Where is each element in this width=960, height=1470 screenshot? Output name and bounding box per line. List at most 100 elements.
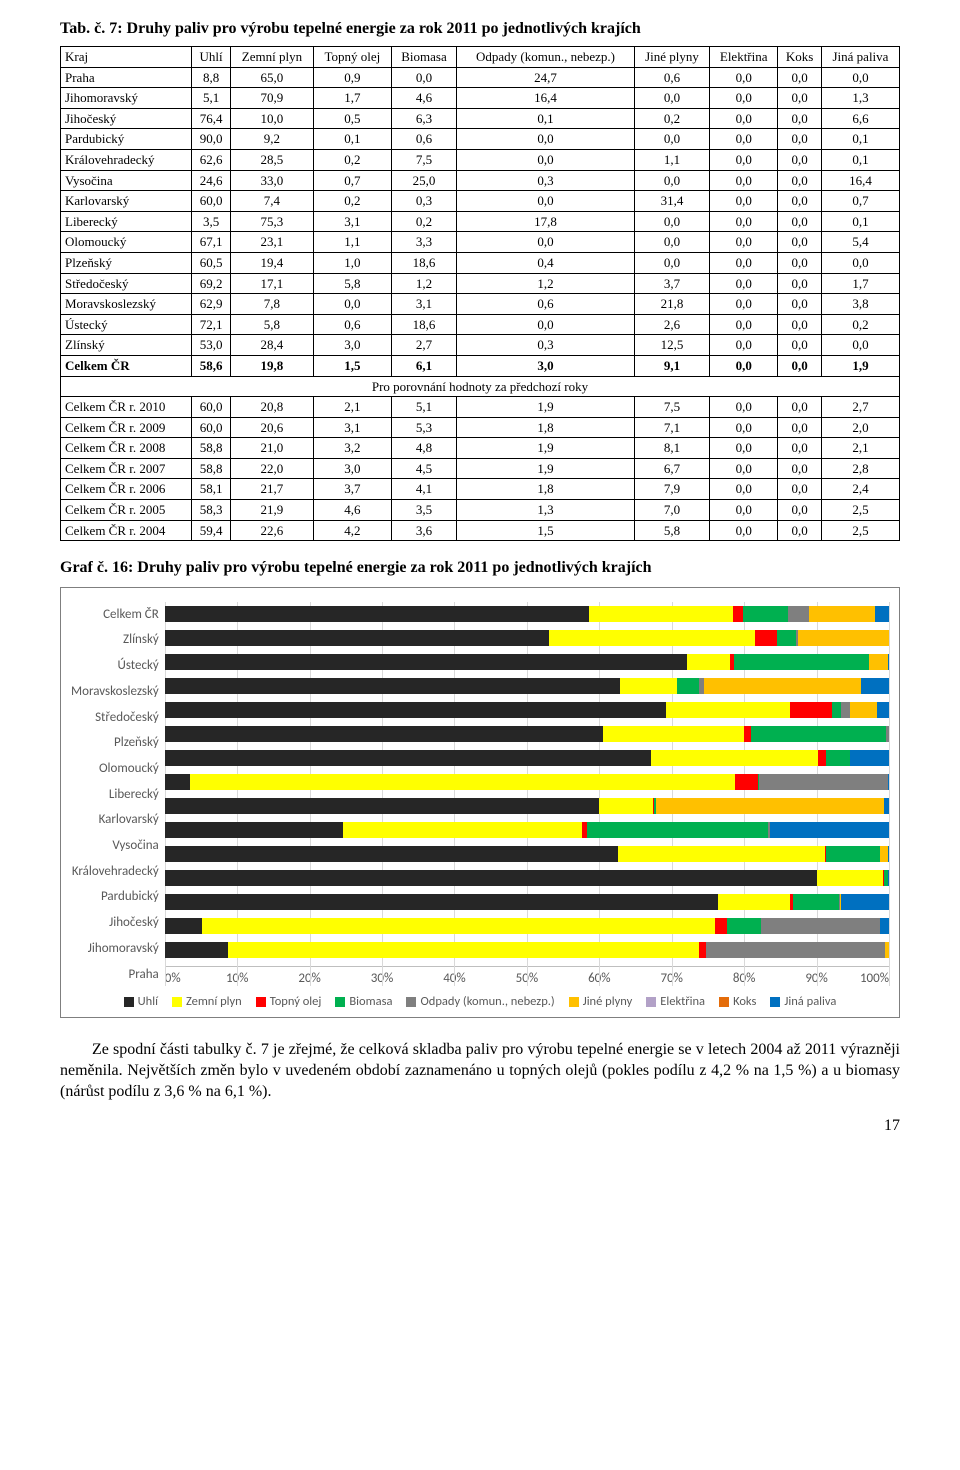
cell-value: 0,0 (778, 88, 822, 109)
cell-value: 4,6 (314, 500, 392, 521)
cell-value: 4,8 (391, 438, 456, 459)
cell-value: 0,0 (778, 170, 822, 191)
cell-value: 1,9 (457, 458, 635, 479)
cell-value: 0,0 (778, 108, 822, 129)
bar (165, 678, 889, 694)
cell-value: 0,0 (710, 149, 778, 170)
cell-value: 17,1 (230, 273, 313, 294)
cell-value: 0,0 (710, 438, 778, 459)
row-label: Celkem ČR r. 2009 (61, 417, 192, 438)
chart-xtick: 0% (165, 971, 201, 986)
fuel-chart: Celkem ČRZlínskýÚsteckýMoravskoslezskýSt… (60, 587, 900, 1018)
cell-value: 1,3 (821, 88, 899, 109)
cell-value: 0,0 (778, 252, 822, 273)
bar-segment (733, 606, 744, 622)
bar-segment (777, 630, 797, 646)
cell-value: 70,9 (230, 88, 313, 109)
cell-value: 67,1 (192, 232, 231, 253)
chart-ylabel: Zlínský (71, 628, 159, 652)
cell-value: 0,0 (710, 417, 778, 438)
cell-value: 4,1 (391, 479, 456, 500)
cell-value: 0,1 (821, 211, 899, 232)
bar-segment (841, 894, 889, 910)
cell-value: 2,7 (821, 397, 899, 418)
cell-value: 8,1 (634, 438, 709, 459)
bar-segment (875, 606, 889, 622)
legend-swatch (646, 997, 656, 1007)
cell-value: 65,0 (230, 67, 313, 88)
bar-segment (165, 774, 190, 790)
row-label: Praha (61, 67, 192, 88)
cell-value: 0,0 (457, 232, 635, 253)
chart-title: Graf č. 16: Druhy paliv pro výrobu tepel… (60, 559, 900, 577)
cell-value: 0,0 (778, 397, 822, 418)
bar-segment (886, 726, 889, 742)
cell-value: 22,6 (230, 520, 313, 541)
bar-segment (651, 750, 818, 766)
bar-segment (793, 894, 839, 910)
bar-segment (656, 798, 883, 814)
cell-value: 1,8 (457, 417, 635, 438)
bar-segment (599, 798, 653, 814)
cell-value: 23,1 (230, 232, 313, 253)
cell-value: 3,1 (314, 211, 392, 232)
bar-segment (620, 678, 676, 694)
bar-segment (727, 918, 760, 934)
chart-ylabel: Středočeský (71, 705, 159, 729)
chart-ylabel: Liberecký (71, 782, 159, 806)
cell-value: 75,3 (230, 211, 313, 232)
cell-value: 8,8 (192, 67, 231, 88)
cell-value: 21,0 (230, 438, 313, 459)
cell-value: 2,5 (821, 520, 899, 541)
cell-value: 3,0 (457, 355, 635, 376)
row-label: Celkem ČR r. 2007 (61, 458, 192, 479)
page-number: 17 (60, 1117, 900, 1135)
chart-xtick: 60% (563, 971, 635, 986)
cell-value: 0,0 (710, 500, 778, 521)
bar-segment (888, 654, 889, 670)
bar-segment (817, 870, 884, 886)
legend-item: Jiné plyny (569, 994, 633, 1009)
bar-segment (743, 606, 787, 622)
legend-item: Uhlí (124, 994, 158, 1009)
bar-segment (735, 774, 757, 790)
cell-value: 1,9 (457, 438, 635, 459)
legend-label: Topný olej (270, 994, 322, 1009)
legend-item: Biomasa (335, 994, 392, 1009)
bar-segment (880, 846, 888, 862)
legend-swatch (719, 997, 729, 1007)
cell-value: 3,7 (314, 479, 392, 500)
column-header: Jiné plyny (634, 47, 709, 68)
row-label: Středočeský (61, 273, 192, 294)
cell-value: 0,0 (778, 479, 822, 500)
cell-value: 0,0 (710, 335, 778, 356)
chart-xtick: 40% (418, 971, 490, 986)
bar-segment (165, 678, 621, 694)
cell-value: 1,5 (314, 355, 392, 376)
bar-segment (751, 726, 886, 742)
row-label: Moravskoslezský (61, 294, 192, 315)
cell-value: 0,0 (778, 458, 822, 479)
cell-value: 0,0 (457, 149, 635, 170)
row-label: Jihomoravský (61, 88, 192, 109)
bar-segment (841, 702, 850, 718)
cell-value: 0,9 (314, 67, 392, 88)
row-label: Celkem ČR r. 2005 (61, 500, 192, 521)
row-label: Jihočeský (61, 108, 192, 129)
chart-xtick: 30% (346, 971, 418, 986)
cell-value: 0,4 (457, 252, 635, 273)
cell-value: 4,6 (391, 88, 456, 109)
cell-value: 0,0 (821, 67, 899, 88)
bar-segment (826, 846, 880, 862)
column-header: Jiná paliva (821, 47, 899, 68)
bar-segment (677, 678, 699, 694)
bar-segment (788, 606, 810, 622)
fuel-table: KrajUhlíZemní plynTopný olejBiomasaOdpad… (60, 46, 900, 541)
chart-xtick: 20% (273, 971, 345, 986)
cell-value: 2,0 (821, 417, 899, 438)
cell-value: 5,8 (634, 520, 709, 541)
bar-segment (618, 846, 824, 862)
cell-value: 0,0 (634, 252, 709, 273)
bar-segment (165, 630, 549, 646)
bar-segment (165, 870, 817, 886)
